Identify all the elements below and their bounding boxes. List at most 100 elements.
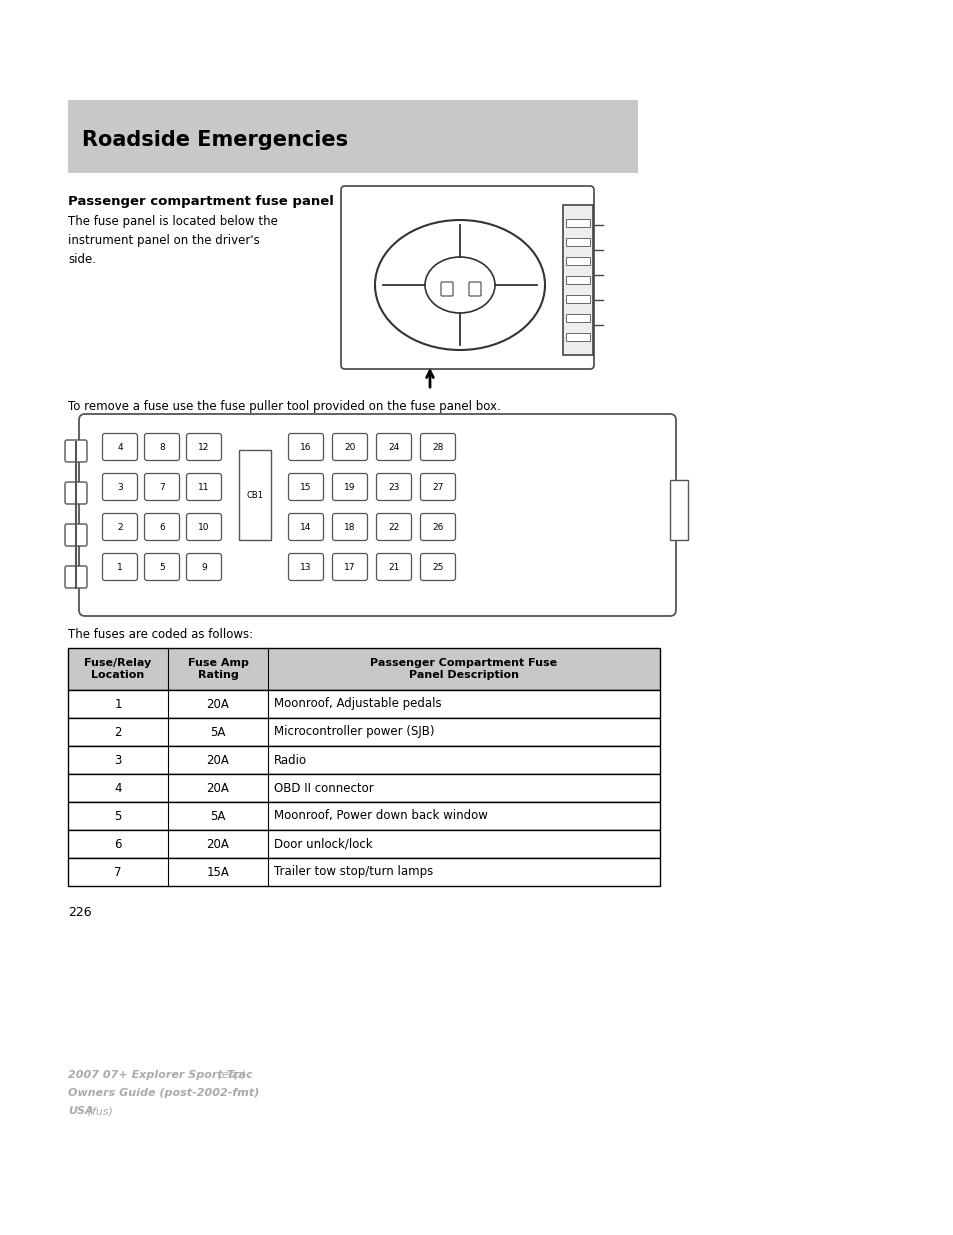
Bar [68, 100, 638, 173]
Text: OBD II connector: OBD II connector [274, 782, 374, 794]
FancyBboxPatch shape [186, 473, 221, 500]
FancyBboxPatch shape [65, 524, 87, 546]
Text: 21: 21 [388, 562, 399, 572]
Text: 226: 226 [68, 906, 91, 919]
Text: 20: 20 [344, 442, 355, 452]
FancyBboxPatch shape [144, 553, 179, 580]
Text: Passenger Compartment Fuse
Panel Description: Passenger Compartment Fuse Panel Descrip… [370, 658, 557, 680]
Text: 20A: 20A [207, 837, 230, 851]
Text: The fuses are coded as follows:: The fuses are coded as follows: [68, 629, 253, 641]
Text: Roadside Emergencies: Roadside Emergencies [82, 130, 348, 151]
Text: 4: 4 [117, 442, 123, 452]
FancyBboxPatch shape [333, 473, 367, 500]
Bar [565, 275, 589, 284]
Bar [68, 746, 659, 774]
Bar [562, 205, 593, 354]
Text: 6: 6 [159, 522, 165, 531]
Text: 6: 6 [114, 837, 122, 851]
Text: 14: 14 [300, 522, 312, 531]
Text: 26: 26 [432, 522, 443, 531]
Text: 7: 7 [159, 483, 165, 492]
FancyBboxPatch shape [144, 514, 179, 541]
FancyBboxPatch shape [65, 482, 87, 504]
Text: Radio: Radio [274, 753, 307, 767]
FancyBboxPatch shape [144, 433, 179, 461]
FancyBboxPatch shape [102, 553, 137, 580]
Bar [68, 690, 659, 718]
FancyBboxPatch shape [288, 553, 323, 580]
FancyBboxPatch shape [376, 514, 411, 541]
Text: 4: 4 [114, 782, 122, 794]
FancyBboxPatch shape [186, 514, 221, 541]
FancyBboxPatch shape [186, 433, 221, 461]
FancyBboxPatch shape [469, 282, 480, 296]
Text: 25: 25 [432, 562, 443, 572]
Text: Microcontroller power (SJB): Microcontroller power (SJB) [274, 725, 434, 739]
FancyBboxPatch shape [420, 553, 455, 580]
FancyBboxPatch shape [102, 514, 137, 541]
Bar [68, 830, 659, 858]
Bar [565, 219, 589, 227]
Text: The fuse panel is located below the
instrument panel on the driver's
side.: The fuse panel is located below the inst… [68, 215, 277, 266]
Text: 13: 13 [300, 562, 312, 572]
FancyBboxPatch shape [420, 514, 455, 541]
Text: 5: 5 [114, 809, 122, 823]
FancyBboxPatch shape [186, 553, 221, 580]
FancyBboxPatch shape [440, 282, 453, 296]
Text: 9: 9 [201, 562, 207, 572]
Text: Door unlock/lock: Door unlock/lock [274, 837, 373, 851]
Text: 11: 11 [198, 483, 210, 492]
FancyBboxPatch shape [420, 473, 455, 500]
FancyBboxPatch shape [102, 473, 137, 500]
Text: CB1: CB1 [246, 490, 263, 499]
FancyBboxPatch shape [288, 514, 323, 541]
Text: 20A: 20A [207, 698, 230, 710]
FancyBboxPatch shape [144, 473, 179, 500]
Bar [68, 718, 659, 746]
Text: Passenger compartment fuse panel: Passenger compartment fuse panel [68, 195, 334, 207]
Text: 24: 24 [388, 442, 399, 452]
Bar [565, 238, 589, 246]
FancyBboxPatch shape [333, 514, 367, 541]
Text: 8: 8 [159, 442, 165, 452]
Text: USA: USA [68, 1107, 93, 1116]
Text: 15A: 15A [207, 866, 230, 878]
Bar [68, 858, 659, 885]
Bar [565, 295, 589, 303]
FancyBboxPatch shape [333, 553, 367, 580]
Bar [239, 450, 271, 540]
FancyBboxPatch shape [333, 433, 367, 461]
Bar [68, 802, 659, 830]
Bar [565, 257, 589, 266]
Bar [565, 333, 589, 341]
FancyBboxPatch shape [288, 473, 323, 500]
FancyBboxPatch shape [65, 440, 87, 462]
Text: Owners Guide (post-2002-fmt): Owners Guide (post-2002-fmt) [68, 1088, 259, 1098]
Text: 2007 07+ Explorer Sport Trac: 2007 07+ Explorer Sport Trac [68, 1070, 253, 1079]
Text: Fuse/Relay
Location: Fuse/Relay Location [84, 658, 152, 680]
Text: 28: 28 [432, 442, 443, 452]
Text: 7: 7 [114, 866, 122, 878]
Text: 18: 18 [344, 522, 355, 531]
Text: 10: 10 [198, 522, 210, 531]
Text: To remove a fuse use the fuse puller tool provided on the fuse panel box.: To remove a fuse use the fuse puller too… [68, 400, 500, 412]
Text: Trailer tow stop/turn lamps: Trailer tow stop/turn lamps [274, 866, 433, 878]
Text: 1: 1 [117, 562, 123, 572]
Text: (esp): (esp) [213, 1070, 245, 1079]
FancyBboxPatch shape [376, 553, 411, 580]
Text: (fus): (fus) [84, 1107, 112, 1116]
Bar [68, 774, 659, 802]
Text: 3: 3 [117, 483, 123, 492]
Text: 5A: 5A [210, 725, 226, 739]
Text: 1: 1 [114, 698, 122, 710]
FancyBboxPatch shape [102, 433, 137, 461]
Text: 17: 17 [344, 562, 355, 572]
FancyBboxPatch shape [79, 414, 676, 616]
FancyBboxPatch shape [376, 473, 411, 500]
Text: 12: 12 [198, 442, 210, 452]
Text: 20A: 20A [207, 782, 230, 794]
Text: 27: 27 [432, 483, 443, 492]
FancyBboxPatch shape [65, 566, 87, 588]
Bar [68, 648, 659, 690]
Bar [565, 314, 589, 322]
